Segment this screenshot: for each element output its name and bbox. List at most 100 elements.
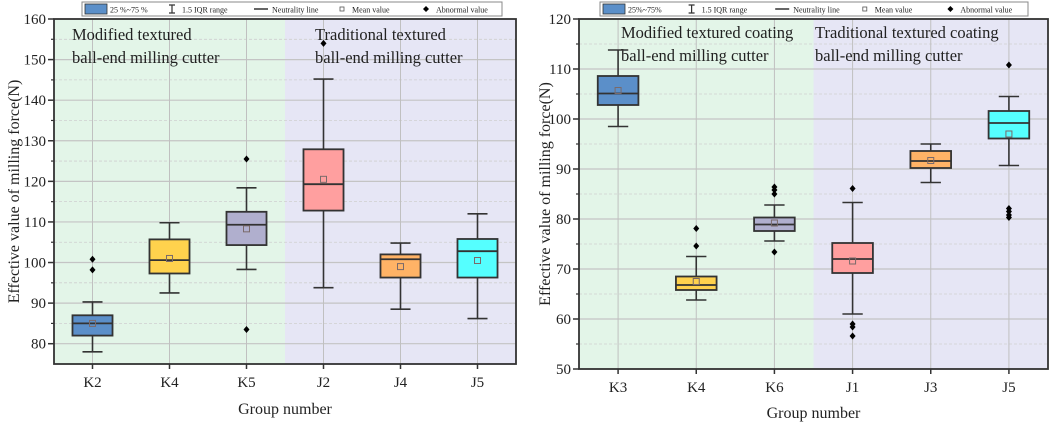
mean-marker [89, 319, 96, 327]
x-tick-label: K2 [83, 375, 101, 391]
y-tick-label: 90 [31, 296, 46, 312]
region-label: Modified textured [72, 25, 192, 44]
x-tick-label: K4 [160, 375, 179, 391]
y-tick-label: 120 [24, 174, 47, 190]
legend-label: Neutrality line [272, 6, 319, 15]
box-J4 [379, 242, 422, 311]
mean-marker [243, 225, 250, 233]
box-K5 [225, 155, 268, 333]
box-K4 [675, 225, 718, 301]
y-tick-label: 150 [24, 53, 47, 69]
outlier-point [771, 248, 778, 256]
region-label: ball-end milling cutter [815, 46, 963, 65]
box-K6 [753, 183, 796, 256]
legend-whisker-icon [688, 4, 695, 14]
legend-label: Mean value [875, 6, 913, 15]
box-K2 [71, 255, 114, 353]
outlier-point [89, 255, 96, 263]
region-label: ball-end milling cutter [315, 48, 463, 67]
outlier-point [693, 242, 700, 250]
plot-frame [53, 18, 517, 365]
mean-marker [614, 87, 622, 94]
legend-label: Neutrality line [793, 6, 840, 15]
iqr-box [456, 238, 499, 279]
y-tick-label: 100 [24, 256, 47, 272]
outlier-point [89, 266, 96, 274]
box-J3 [909, 143, 952, 184]
mean-marker [474, 257, 481, 264]
box-J5 [456, 213, 499, 320]
x-axis-title: Group number [767, 405, 861, 422]
outlier-point [320, 39, 327, 47]
x-tick-label: K6 [765, 380, 784, 396]
y-tick-label: 80 [31, 337, 46, 353]
legend-mean-icon [862, 6, 868, 12]
outlier-point [849, 185, 856, 192]
mean-marker [1005, 130, 1013, 138]
legend-outlier-icon [947, 6, 954, 12]
chart-1: Modified textured ball-end milling cutter… [6, 1, 517, 418]
y-tick-label: 60 [556, 312, 571, 328]
mean-marker [770, 219, 778, 227]
legend-swatch-iqr [84, 3, 108, 15]
x-tick-label: J5 [471, 375, 484, 391]
iqr-box [909, 150, 952, 169]
y-tick-label: 140 [24, 93, 47, 109]
region-label: Modified textured coating [621, 23, 793, 42]
legend-frame [81, 1, 503, 17]
y-tick-label: 110 [549, 62, 571, 78]
legend-mean-icon [339, 6, 345, 12]
box-J5 [987, 61, 1031, 221]
iqr-box [379, 253, 422, 279]
x-tick-label: J2 [317, 375, 330, 391]
legend: 25%~75% 1.5 IQR range Neutrality line Mean … [599, 1, 1029, 17]
iqr-box [148, 238, 191, 275]
x-tick-label: J5 [1002, 380, 1015, 396]
y-tick-label: 120 [549, 12, 572, 28]
region-label: Traditional textured coating [815, 23, 999, 42]
y-tick-label: 50 [556, 362, 571, 378]
iqr-box [225, 210, 268, 246]
x-tick-label: J4 [394, 375, 408, 391]
x-tick-label: K5 [237, 375, 255, 391]
outlier-point [1005, 205, 1012, 212]
x-tick-label: J1 [846, 380, 859, 396]
region-label: ball-end milling cutter [621, 46, 769, 65]
outlier-point [693, 225, 700, 232]
outlier-point [849, 332, 856, 340]
outlier-point [243, 326, 250, 333]
y-axis-title: Effective value of milling force(N) [6, 80, 23, 304]
mean-marker [927, 157, 935, 164]
mean-marker [397, 263, 404, 271]
y-tick-label: 90 [556, 162, 571, 178]
legend-label: 1.5 IQR range [702, 6, 748, 15]
legend-label: Mean value [352, 6, 390, 15]
y-tick-label: 110 [24, 215, 46, 231]
box-J1 [831, 185, 874, 340]
mean-marker [692, 278, 700, 285]
outlier-point [849, 320, 856, 328]
outlier-point [1005, 61, 1012, 69]
iqr-box [987, 110, 1031, 140]
mean-marker [320, 175, 327, 183]
x-tick-label: J3 [924, 380, 937, 396]
legend-whisker-icon [169, 4, 175, 14]
iqr-box [71, 314, 114, 337]
mean-marker [849, 257, 857, 265]
x-tick-label: K3 [609, 380, 627, 396]
region-label: Traditional textured [315, 25, 447, 44]
legend-label: 25 %~75 % [110, 6, 148, 15]
legend-label: Abnormal value [960, 6, 1012, 15]
y-tick-label: 130 [24, 134, 47, 150]
legend: 25 %~75 % 1.5 IQR range Neutrality line Mea… [81, 1, 503, 17]
x-axis-title: Group number [238, 401, 332, 418]
y-tick-label: 70 [556, 262, 571, 278]
outlier-point [771, 190, 778, 198]
y-axis-title: Effective value of milling force(N) [537, 82, 554, 306]
mean-marker [166, 254, 173, 262]
iqr-box [596, 75, 640, 106]
legend-swatch-iqr [602, 3, 626, 15]
legend-label: 25%~75% [628, 6, 662, 15]
region-label: ball-end milling cutter [72, 48, 220, 67]
